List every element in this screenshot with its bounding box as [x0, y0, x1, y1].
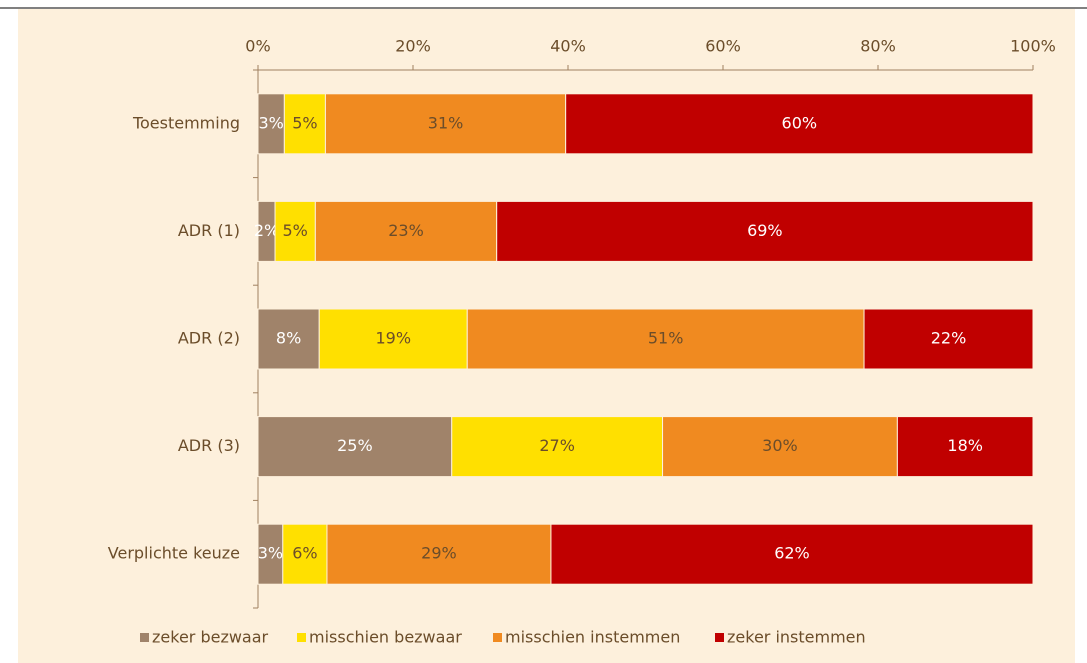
- y-tick-label: Toestemming: [132, 113, 240, 132]
- x-tick-label: 80%: [860, 37, 896, 56]
- data-label: 25%: [337, 436, 373, 455]
- x-tick-label: 60%: [705, 37, 741, 56]
- bar-segment: [863, 308, 1034, 370]
- data-label: 8%: [276, 329, 301, 348]
- x-tick-label: 0%: [245, 37, 270, 56]
- data-label: 29%: [421, 544, 457, 563]
- y-tick-label: Verplichte keuze: [108, 544, 240, 563]
- legend-swatch: [297, 633, 306, 642]
- data-label: 6%: [292, 544, 317, 563]
- data-label: 5%: [283, 221, 308, 240]
- data-label: 22%: [931, 329, 967, 348]
- bar-segment: [466, 308, 865, 370]
- bar-segment: [496, 200, 1034, 262]
- legend-swatch: [140, 633, 149, 642]
- data-label: 62%: [774, 544, 810, 563]
- data-label: 18%: [947, 436, 983, 455]
- x-tick-label: 40%: [550, 37, 586, 56]
- legend-label: zeker bezwaar: [152, 628, 269, 647]
- data-label: 3%: [258, 113, 283, 132]
- data-label: 27%: [539, 436, 575, 455]
- bar-segment: [257, 416, 453, 478]
- x-tick-label: 100%: [1010, 37, 1056, 56]
- data-label: 23%: [388, 221, 424, 240]
- data-label: 30%: [762, 436, 798, 455]
- data-label: 3%: [258, 544, 283, 563]
- bar-segment: [324, 93, 567, 155]
- y-tick-label: ADR (2): [178, 329, 240, 348]
- data-label: 69%: [747, 221, 783, 240]
- bar-segment: [314, 200, 498, 262]
- data-label: 19%: [375, 329, 411, 348]
- legend-label: zeker instemmen: [727, 628, 866, 647]
- bar-segment: [451, 416, 664, 478]
- x-tick-label: 20%: [395, 37, 431, 56]
- data-label: 51%: [648, 329, 684, 348]
- data-label: 5%: [292, 113, 317, 132]
- bar-segment: [326, 523, 552, 585]
- legend-swatch: [715, 633, 724, 642]
- bar-segment: [257, 523, 284, 585]
- bar-segment: [662, 416, 898, 478]
- bar-segment: [318, 308, 468, 370]
- y-tick-label: ADR (1): [178, 221, 240, 240]
- bar-segment: [257, 308, 320, 370]
- legend-label: misschien instemmen: [505, 628, 680, 647]
- data-label: 2%: [254, 221, 279, 240]
- y-tick-label: ADR (3): [178, 436, 240, 455]
- bar-segment: [550, 523, 1034, 585]
- data-label: 31%: [428, 113, 464, 132]
- bar-segment: [274, 200, 316, 262]
- legend-label: misschien bezwaar: [309, 628, 462, 647]
- data-label: 60%: [782, 113, 818, 132]
- bar-segment: [283, 93, 326, 155]
- legend-swatch: [493, 633, 502, 642]
- bar-segment: [896, 416, 1034, 478]
- bar-segment: [565, 93, 1034, 155]
